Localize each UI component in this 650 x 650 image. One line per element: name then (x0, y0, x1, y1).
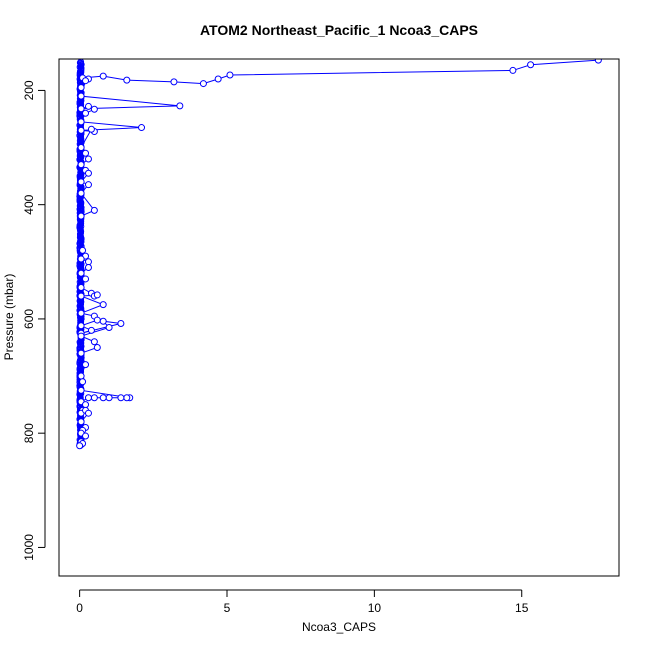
data-point (90, 105, 98, 113)
data-point (93, 291, 101, 299)
data-point (170, 78, 178, 86)
data-point (199, 80, 207, 88)
data-point (77, 418, 85, 426)
y-tick-label: 200 (22, 80, 36, 100)
data-point (77, 372, 85, 380)
data-point (138, 124, 146, 132)
data-point (90, 338, 98, 346)
data-point (117, 319, 125, 327)
y-axis-label: Pressure (mbar) (2, 274, 16, 361)
data-point (77, 144, 85, 152)
data-point (82, 77, 90, 85)
data-point (84, 258, 92, 266)
data-point (77, 292, 85, 300)
data-point (105, 394, 113, 402)
data-point (90, 206, 98, 214)
data-point (77, 105, 85, 113)
data-point (77, 212, 85, 220)
data-point (93, 316, 101, 324)
x-tick-label: 5 (224, 601, 231, 615)
data-point (77, 189, 85, 197)
data-point (594, 59, 602, 64)
data-point (77, 332, 85, 340)
x-tick-label: 0 (76, 601, 83, 615)
y-tick-label: 400 (22, 194, 36, 214)
data-point (77, 255, 85, 263)
x-tick-label: 10 (368, 601, 382, 615)
data-point (84, 264, 92, 272)
chart-title: ATOM2 Northeast_Pacific_1 Ncoa3_CAPS (200, 22, 478, 38)
data-point (214, 75, 222, 83)
data-point (84, 155, 92, 163)
data-point (82, 275, 90, 283)
data-point (82, 149, 90, 157)
y-axis: 200 400 600 800 1000 (22, 80, 46, 561)
data-point (117, 394, 125, 402)
data-point (82, 432, 90, 440)
data-point (77, 178, 85, 186)
data-point (84, 169, 92, 177)
data-point (77, 126, 85, 134)
data-point (77, 118, 85, 126)
y-tick-label: 1000 (22, 534, 36, 561)
plot-frame (58, 58, 620, 577)
x-axis-label: Ncoa3_CAPS (302, 620, 376, 634)
data-point (93, 343, 101, 351)
data-point (99, 72, 107, 80)
data-point (77, 269, 85, 277)
series-group (76, 59, 602, 450)
data-point (77, 84, 85, 92)
data-point (77, 322, 85, 330)
data-point (105, 323, 113, 331)
data-point (509, 66, 517, 74)
y-tick-label: 800 (22, 423, 36, 443)
data-point (90, 394, 98, 402)
data-point (79, 246, 87, 254)
data-point (82, 109, 90, 117)
data-point (123, 394, 131, 402)
data-point (77, 284, 85, 292)
plot-area (76, 59, 602, 450)
data-point (176, 102, 184, 110)
data-point (99, 301, 107, 309)
y-tick-label: 600 (22, 309, 36, 329)
data-point (76, 442, 84, 450)
data-point (77, 161, 85, 169)
data-point (84, 181, 92, 189)
x-axis: 0 5 10 15 (76, 589, 529, 615)
series-line (79, 59, 599, 447)
data-point (77, 349, 85, 357)
data-point (84, 102, 92, 110)
data-point (82, 361, 90, 369)
data-point (77, 386, 85, 394)
data-point (84, 409, 92, 417)
data-point (99, 317, 107, 325)
data-point (87, 125, 95, 133)
data-point (82, 401, 90, 409)
data-point (123, 76, 131, 84)
data-point (84, 394, 92, 402)
data-point (77, 309, 85, 317)
data-point (77, 92, 85, 100)
data-point (99, 394, 107, 402)
x-tick-label: 15 (515, 601, 529, 615)
data-point (87, 326, 95, 334)
data-point (79, 378, 87, 386)
data-point (226, 71, 234, 79)
data-point (527, 61, 535, 69)
